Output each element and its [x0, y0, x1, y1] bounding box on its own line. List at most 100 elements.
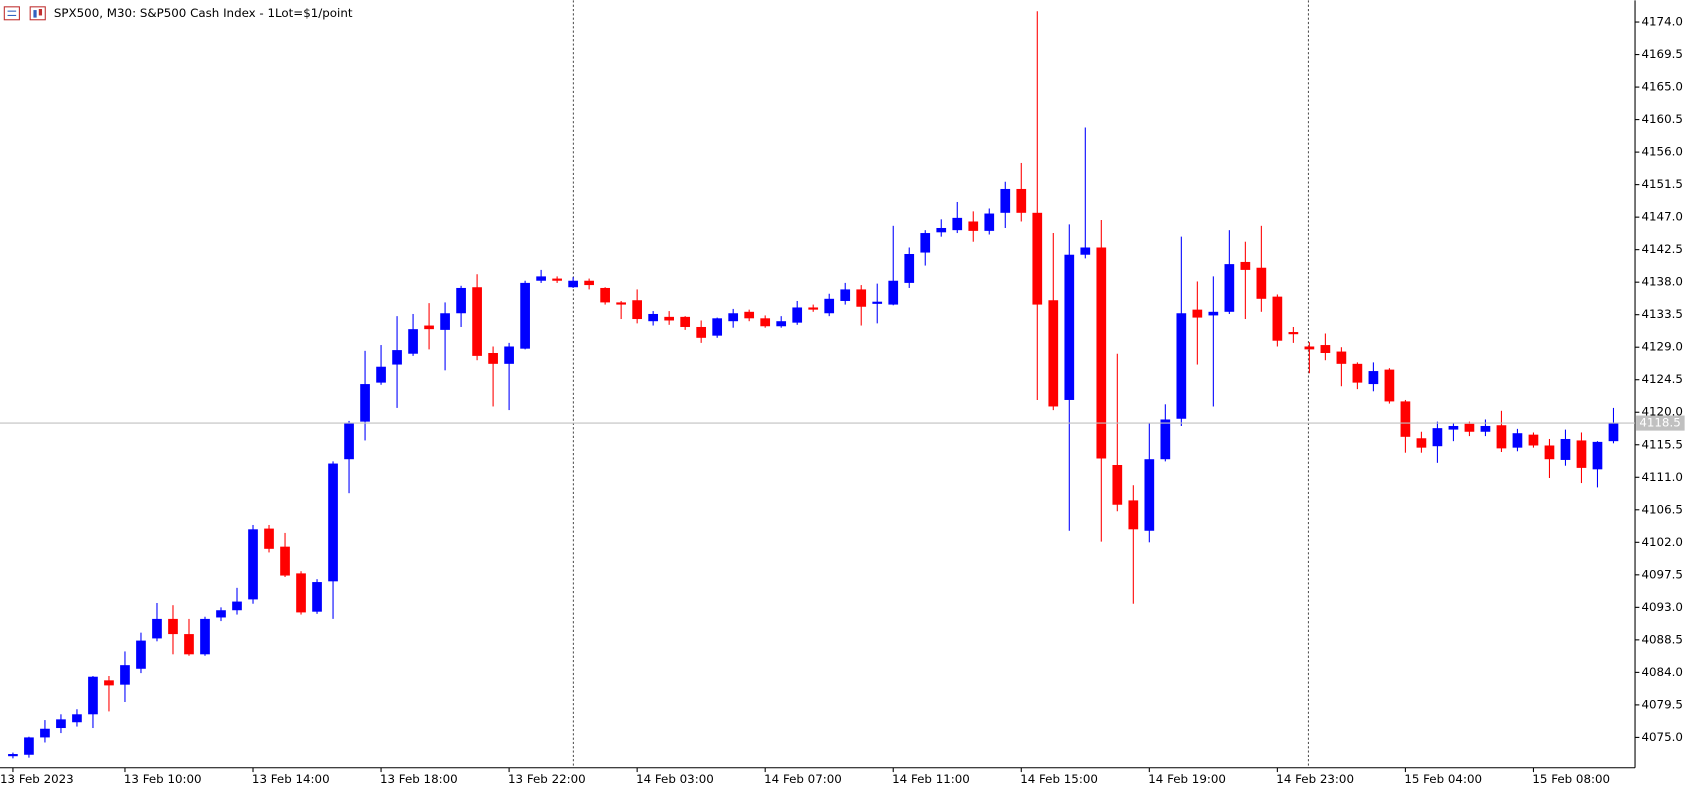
y-tick-label: 4138.0 — [1641, 275, 1682, 289]
candle-body — [808, 307, 819, 310]
candle-body — [1448, 425, 1459, 430]
candle-body — [1048, 300, 1059, 407]
candle-body — [824, 298, 835, 314]
y-tick-label: 4151.5 — [1641, 177, 1682, 191]
candle-body — [456, 287, 466, 314]
candle-body — [552, 278, 562, 281]
icon-chart[interactable] — [29, 6, 46, 21]
candle-body — [152, 618, 162, 639]
candle-body — [712, 318, 723, 336]
candle-body — [264, 528, 274, 549]
candle-body — [584, 280, 594, 286]
candle-body — [648, 313, 659, 322]
candle-body — [120, 665, 130, 685]
candle-body — [680, 316, 691, 327]
candle-body — [72, 714, 82, 723]
candle-body — [8, 754, 18, 757]
candle-body — [1416, 438, 1427, 448]
candle-body — [1000, 188, 1011, 213]
candle-body — [872, 301, 883, 304]
candle-body — [1480, 425, 1491, 432]
candle-body — [488, 352, 498, 364]
candle-body — [1176, 313, 1187, 419]
candle-body — [280, 546, 290, 576]
candle-body — [1128, 500, 1139, 530]
x-tick-label: 14 Feb 03:00 — [636, 772, 714, 786]
chart-title: SPX500, M30: S&P500 Cash Index - 1Lot=$1… — [54, 6, 353, 20]
candle-body — [696, 326, 707, 338]
x-tick-label: 13 Feb 2023 — [0, 772, 74, 786]
candle-body — [440, 313, 450, 330]
candle-body — [1096, 247, 1107, 459]
x-tick-label: 14 Feb 11:00 — [892, 772, 970, 786]
x-tick-label: 14 Feb 07:00 — [764, 772, 842, 786]
candle-body — [904, 253, 915, 283]
candle-body — [1432, 428, 1443, 447]
candle-body — [88, 676, 98, 715]
candle-body — [616, 302, 626, 305]
candle-body — [200, 618, 210, 655]
icon-bar — [33, 10, 37, 18]
candle-body — [1336, 351, 1347, 364]
y-tick-label: 4169.5 — [1641, 47, 1682, 61]
candle-body — [1320, 345, 1331, 353]
candle-body — [472, 287, 482, 356]
candle-body — [1608, 423, 1619, 442]
candle-body — [1304, 346, 1315, 350]
y-tick-label: 4129.0 — [1641, 340, 1682, 354]
x-tick-label: 14 Feb 15:00 — [1020, 772, 1098, 786]
candle-body — [1080, 247, 1091, 255]
candle-body — [1112, 464, 1123, 505]
candle-body — [1384, 369, 1395, 402]
x-tick-label: 13 Feb 22:00 — [508, 772, 586, 786]
candle-body — [24, 737, 34, 755]
candle-body — [312, 582, 322, 612]
y-tick-label: 4120.0 — [1641, 405, 1682, 419]
y-tick-label: 4088.5 — [1641, 632, 1682, 646]
y-tick-label: 4174.0 — [1641, 15, 1682, 29]
candle-body — [216, 610, 226, 618]
candle-body — [1256, 267, 1267, 299]
y-tick-label: 4102.0 — [1641, 535, 1682, 549]
candle-body — [56, 719, 66, 729]
y-tick-label: 4142.5 — [1641, 242, 1682, 256]
candle-body — [792, 307, 803, 323]
candle-body — [920, 233, 931, 253]
candle-body — [392, 350, 402, 365]
x-tick-label: 14 Feb 19:00 — [1148, 772, 1226, 786]
candle-body — [1160, 419, 1171, 460]
y-tick-label: 4111.0 — [1641, 470, 1682, 484]
candle-body — [776, 321, 787, 327]
candle-body — [184, 634, 194, 655]
candle-body — [1032, 212, 1043, 305]
candle-body — [1400, 401, 1411, 437]
candle-body — [888, 280, 899, 305]
candle-body — [1592, 441, 1603, 470]
y-tick-label: 4106.5 — [1641, 502, 1682, 516]
current-price-box — [1636, 415, 1685, 431]
candle-body — [424, 325, 434, 330]
candle-body — [136, 640, 146, 669]
candle-body — [856, 289, 867, 307]
candle-body — [1016, 188, 1027, 213]
symbol-icons — [3, 6, 46, 21]
y-tick-label: 4147.0 — [1641, 210, 1682, 224]
x-tick-label: 15 Feb 04:00 — [1404, 772, 1482, 786]
candle-body — [952, 217, 963, 231]
candle-body — [984, 213, 995, 231]
x-tick-label: 14 Feb 23:00 — [1276, 772, 1354, 786]
candle-body — [344, 423, 354, 460]
x-tick-label: 13 Feb 14:00 — [252, 772, 330, 786]
icon-list[interactable] — [3, 6, 20, 21]
icon-bar — [38, 8, 43, 16]
y-tick-label: 4133.5 — [1641, 307, 1682, 321]
candle-body — [744, 311, 755, 319]
candle-body — [40, 728, 50, 738]
candle-body — [1560, 438, 1571, 460]
y-tick-label: 4075.0 — [1641, 730, 1682, 744]
candle-body — [1576, 440, 1587, 468]
candle-body — [1352, 363, 1363, 383]
candle-body — [600, 287, 610, 303]
